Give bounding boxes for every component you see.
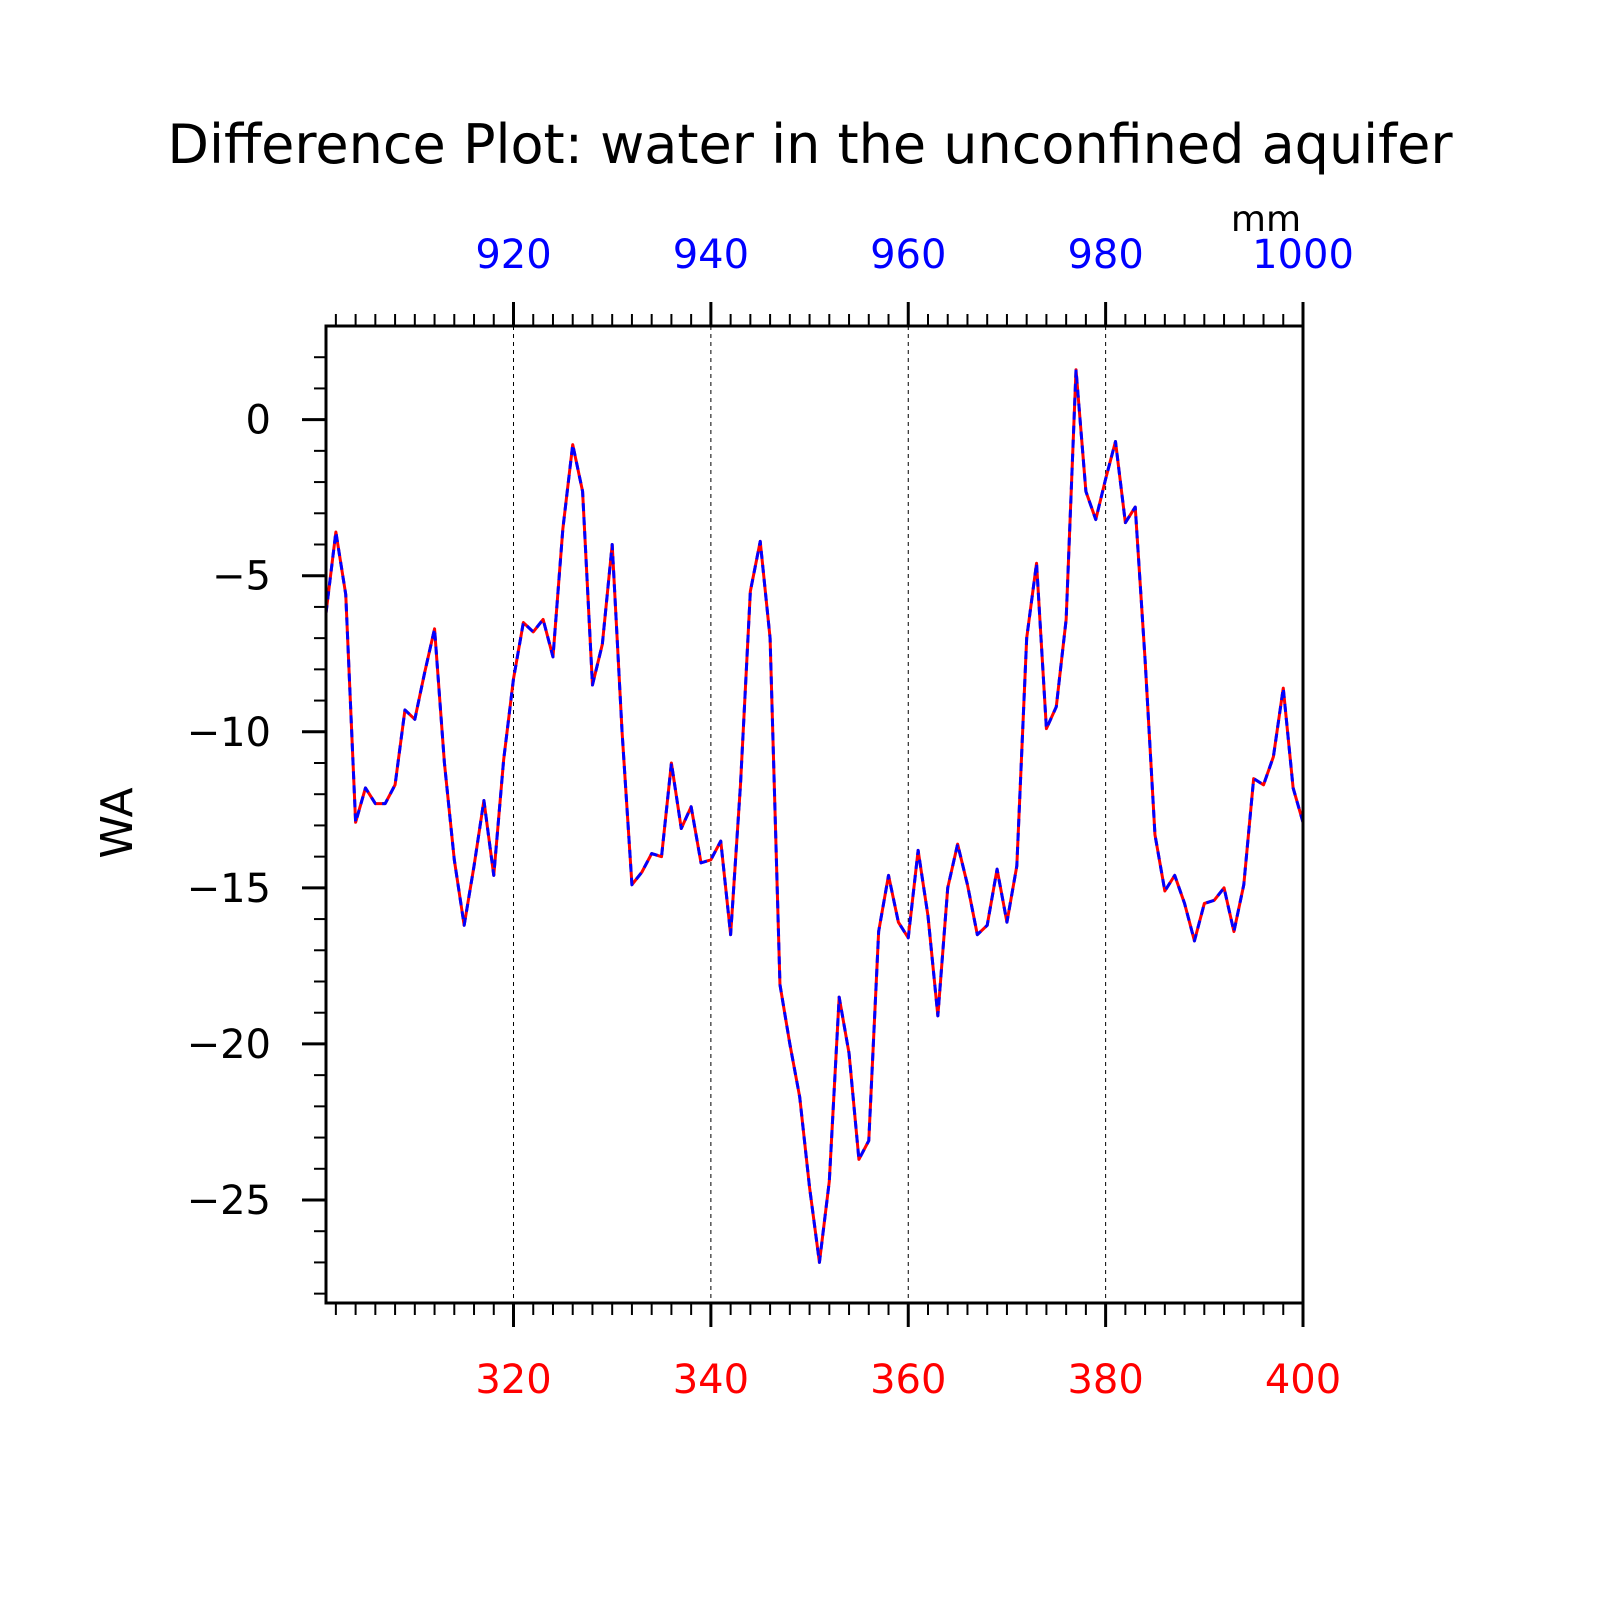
x-bottom-tick-label: 320 — [475, 1357, 551, 1403]
gridlines — [513, 326, 1107, 1303]
top-axis-units: mm — [1231, 199, 1301, 240]
series-line-2 — [324, 368, 1305, 1264]
x-top-tick-label: 960 — [870, 232, 946, 278]
plot-frame — [324, 324, 1305, 1305]
x-top-tick-label: 980 — [1067, 232, 1143, 278]
y-tick-label: −20 — [187, 1022, 271, 1068]
x-bottom-tick-label: 340 — [673, 1357, 749, 1403]
tick-labels: 320 340 360 380 400 920 940 960 980 1000 0 −5 −10 −15… — [187, 232, 1354, 1403]
x-top-tick-label: 920 — [475, 232, 551, 278]
y-tick-label: −15 — [187, 866, 271, 912]
x-bottom-tick-label: 400 — [1265, 1357, 1341, 1403]
data-series — [324, 368, 1305, 1264]
y-axis-label: WA — [92, 787, 143, 858]
series-line-1 — [324, 368, 1305, 1264]
y-tick-label: −5 — [212, 554, 271, 600]
axis-ticks — [302, 302, 1305, 1327]
x-bottom-tick-label: 380 — [1067, 1357, 1143, 1403]
x-top-tick-label: 1000 — [1252, 232, 1354, 278]
x-top-tick-label: 940 — [673, 232, 749, 278]
y-tick-label: −10 — [187, 710, 271, 756]
y-tick-label: 0 — [246, 398, 271, 444]
y-tick-label: −25 — [187, 1178, 271, 1224]
x-bottom-tick-label: 360 — [870, 1357, 946, 1403]
chart-title: Difference Plot: water in the unconfined… — [167, 113, 1453, 176]
